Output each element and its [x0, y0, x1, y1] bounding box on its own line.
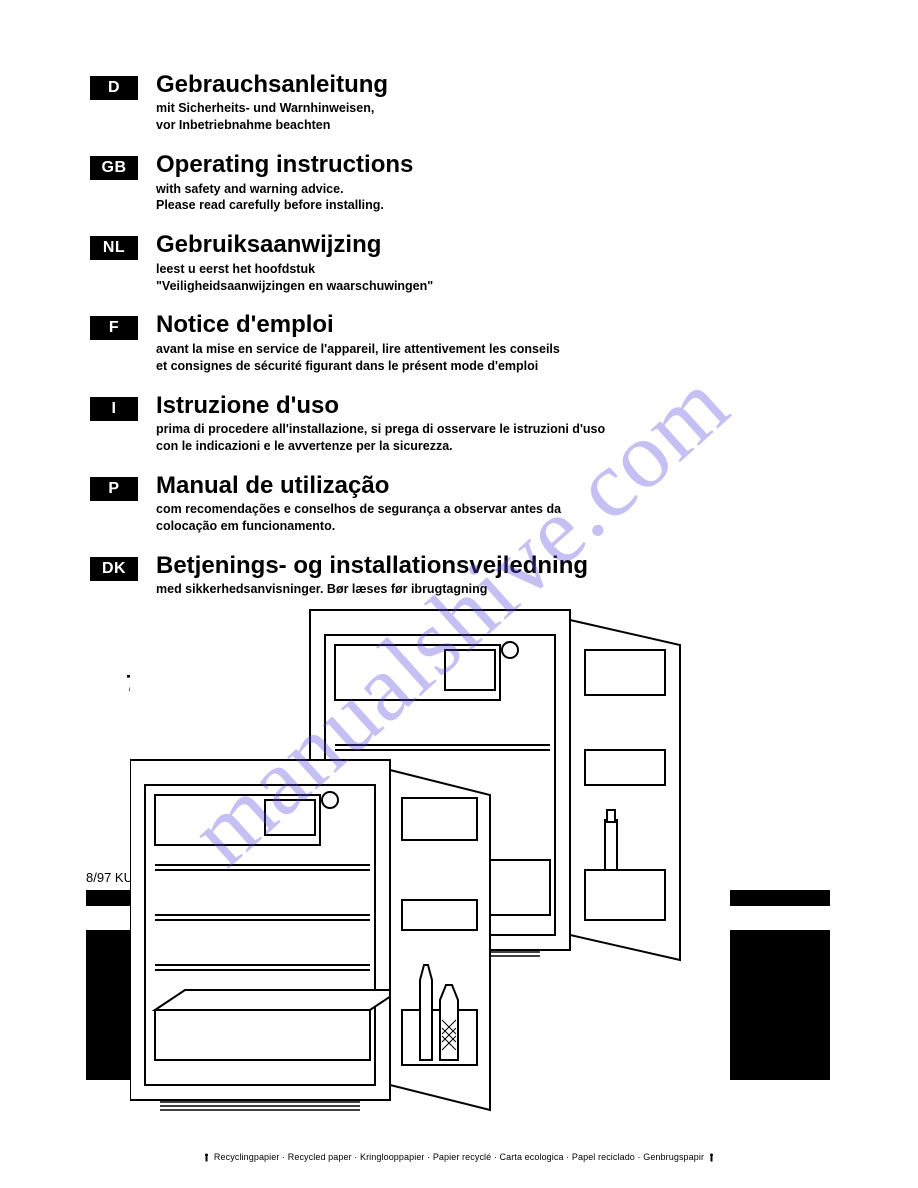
lang-block-f: F Notice d'emploi avant la mise en servi… — [90, 312, 828, 374]
lang-subtitle: mit Sicherheits- und Warnhinweisen,vor I… — [156, 100, 828, 134]
lang-subtitle: with safety and warning advice.Please re… — [156, 181, 828, 215]
lang-body: Notice d'emploi avant la mise en service… — [156, 312, 828, 374]
lang-subtitle: med sikkerhedsanvisninger. Bør læses før… — [156, 581, 828, 598]
lang-block-i: I Istruzione d'uso prima di procedere al… — [90, 393, 828, 455]
lang-subtitle: prima di procedere all'installazione, si… — [156, 421, 828, 455]
recycle-icon — [709, 1153, 714, 1162]
lang-body: Manual de utilização com recomendações e… — [156, 473, 828, 535]
lang-block-p: P Manual de utilização com recomendações… — [90, 473, 828, 535]
lang-badge: D — [90, 76, 138, 100]
lang-title: Gebrauchsanleitung — [156, 72, 828, 98]
manual-cover-page: D Gebrauchsanleitung mit Sicherheits- un… — [0, 0, 918, 1188]
lang-subtitle: avant la mise en service de l'appareil, … — [156, 341, 828, 375]
lang-title: Istruzione d'uso — [156, 393, 828, 419]
lang-title: Operating instructions — [156, 152, 828, 178]
lang-title: Betjenings- og installationsvejledning — [156, 553, 828, 579]
refrigerator-illustration — [130, 600, 730, 1120]
lang-subtitle: leest u eerst het hoofdstuk"Veiligheidsa… — [156, 261, 828, 295]
lang-title: Manual de utilização — [156, 473, 828, 499]
lang-body: Operating instructions with safety and w… — [156, 152, 828, 214]
lang-badge: GB — [90, 156, 138, 180]
lang-badge: I — [90, 397, 138, 421]
lang-body: Gebrauchsanleitung mit Sicherheits- und … — [156, 72, 828, 134]
lang-title: Gebruiksaanwijzing — [156, 232, 828, 258]
lang-badge: P — [90, 477, 138, 501]
recycle-icon — [204, 1153, 209, 1162]
footer-text: Recyclingpapier · Recycled paper · Kring… — [214, 1152, 704, 1162]
lang-badge: F — [90, 316, 138, 340]
lang-subtitle: com recomendações e conselhos de seguran… — [156, 501, 828, 535]
lang-badge: NL — [90, 236, 138, 260]
footer-recycling-note: Recyclingpapier · Recycled paper · Kring… — [0, 1152, 918, 1162]
lang-title: Notice d'emploi — [156, 312, 828, 338]
language-list: D Gebrauchsanleitung mit Sicherheits- un… — [90, 72, 828, 598]
lang-block-nl: NL Gebruiksaanwijzing leest u eerst het … — [90, 232, 828, 294]
lang-body: Betjenings- og installationsvejledning m… — [156, 553, 828, 598]
lang-badge: DK — [90, 557, 138, 581]
lang-block-dk: DK Betjenings- og installationsvejlednin… — [90, 553, 828, 598]
lang-body: Istruzione d'uso prima di procedere all'… — [156, 393, 828, 455]
lang-block-gb: GB Operating instructions with safety an… — [90, 152, 828, 214]
lang-body: Gebruiksaanwijzing leest u eerst het hoo… — [156, 232, 828, 294]
lang-block-d: D Gebrauchsanleitung mit Sicherheits- un… — [90, 72, 828, 134]
date-code-label: 8/97 KU — [86, 870, 133, 885]
